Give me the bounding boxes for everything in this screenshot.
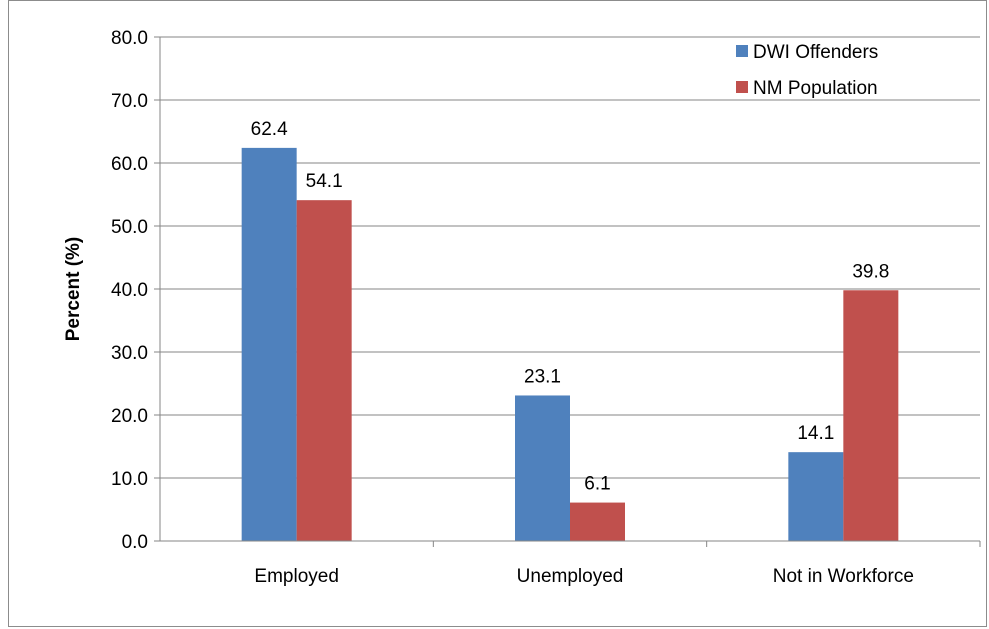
y-tick-label: 0.0 <box>122 532 148 553</box>
y-tick-label: 10.0 <box>111 469 148 490</box>
data-label: 62.4 <box>251 119 288 140</box>
x-tick-label: Not in Workforce <box>773 566 914 587</box>
bar-nm-population <box>570 502 625 541</box>
data-label: 54.1 <box>306 171 343 192</box>
bar-dwi-offenders <box>515 395 570 541</box>
y-axis-label: Percent (%) <box>63 237 84 342</box>
legend-label: DWI Offenders <box>753 42 878 63</box>
data-label: 39.8 <box>852 261 889 282</box>
y-tick-label: 50.0 <box>111 217 148 238</box>
value-labels: 62.4 54.1 23.1 6.1 14.1 39.8 <box>251 119 890 495</box>
legend-swatch <box>736 81 748 93</box>
bar-nm-population <box>843 290 899 541</box>
bars <box>241 147 899 542</box>
data-label: 6.1 <box>584 474 610 495</box>
x-tick-label: Employed <box>254 566 339 587</box>
legend: DWI Offenders NM Population <box>736 42 878 99</box>
x-axis-ticks: Employed Unemployed Not in Workforce <box>254 541 981 587</box>
y-tick-label: 40.0 <box>111 280 148 301</box>
y-tick-label: 20.0 <box>111 406 148 427</box>
bar-dwi-offenders <box>241 147 297 541</box>
bar-dwi-offenders <box>788 452 844 541</box>
bar-nm-population <box>296 200 352 542</box>
y-tick-label: 60.0 <box>111 154 148 175</box>
y-tick-label: 30.0 <box>111 343 148 364</box>
y-tick-label: 80.0 <box>111 28 148 49</box>
x-tick-label: Unemployed <box>517 566 624 587</box>
y-tick-label: 70.0 <box>111 91 148 112</box>
legend-label: NM Population <box>753 78 878 99</box>
y-axis-ticks: 0.0 10.0 20.0 30.0 40.0 50.0 60.0 70.0 80.0 <box>111 28 161 553</box>
legend-swatch <box>736 45 748 57</box>
data-label: 23.1 <box>524 366 561 387</box>
data-label: 14.1 <box>797 423 834 444</box>
